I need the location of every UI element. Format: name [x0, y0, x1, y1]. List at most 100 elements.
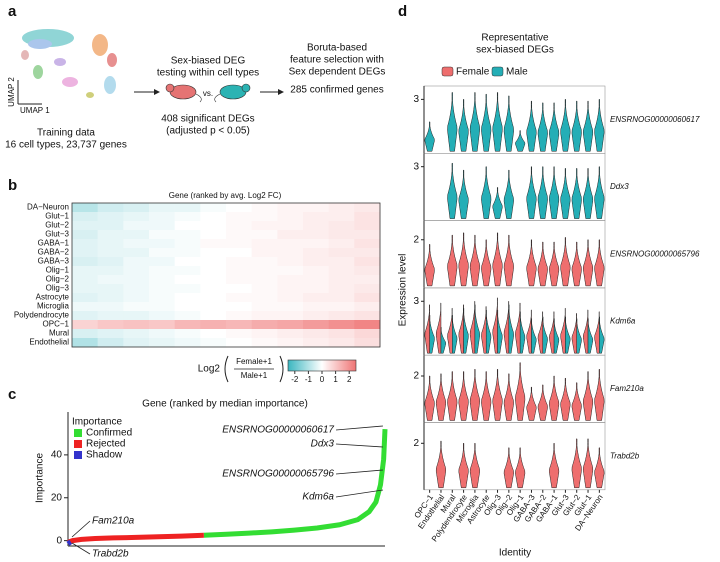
violin: [481, 306, 487, 354]
heatmap-frame: [71, 202, 381, 348]
importance-line: [203, 429, 388, 538]
heat-cell: [251, 203, 278, 213]
colorbar: [287, 359, 357, 372]
annotation-leader: [335, 443, 384, 448]
violin: [458, 371, 469, 421]
violin: [440, 326, 447, 354]
violin: [515, 130, 526, 152]
heat-cell: [149, 248, 175, 258]
legend-label: Confirmed: [86, 428, 132, 439]
caption: (adjusted p < 0.05): [166, 126, 250, 137]
heat-cell: [72, 329, 98, 339]
violin: [424, 244, 435, 287]
y-tick-label: 2: [413, 234, 419, 245]
caption: 16 cell types, 23,737 genes: [5, 140, 127, 151]
legend-label: Shadow: [86, 450, 123, 461]
heat-cell: [123, 221, 150, 231]
heat-cell: [303, 275, 329, 285]
heat-cell: [251, 239, 278, 249]
violin: [594, 311, 600, 354]
heat-cell: [251, 212, 278, 222]
heat-cell: [200, 311, 227, 321]
violin: [497, 309, 503, 354]
gene-label: Kdm6a: [610, 317, 636, 326]
heat-cell: [200, 221, 227, 231]
panel-label: c: [8, 386, 16, 403]
heat-cell: [72, 320, 98, 330]
row-label: Mural: [49, 329, 69, 338]
violin: [492, 369, 503, 421]
heat-cell: [149, 230, 175, 240]
violin: [549, 102, 560, 152]
colorbar-tick-label: -2: [291, 375, 299, 384]
y-axis-label: Expression level: [398, 254, 409, 327]
heat-cell: [97, 275, 124, 285]
violin: [458, 169, 469, 219]
violin: [485, 309, 492, 354]
rat-male: [214, 83, 251, 103]
heat-cell: [226, 212, 252, 222]
x-axis-label: Identity: [499, 548, 531, 559]
heat-cell: [328, 212, 355, 222]
violin: [469, 92, 480, 152]
heat-cell: [200, 212, 227, 222]
heat-cell: [72, 275, 98, 285]
violin: [424, 375, 435, 421]
violin: [542, 316, 548, 354]
annotation-leader: [335, 469, 384, 475]
violin: [481, 239, 492, 287]
heat-cell: [174, 239, 201, 249]
violin: [537, 311, 544, 354]
violin: [582, 100, 594, 152]
heat-cell: [226, 239, 252, 249]
violin: [447, 92, 458, 152]
violin: [503, 234, 514, 287]
heat-cell: [277, 311, 304, 321]
heat-cell: [303, 257, 329, 267]
violin: [594, 239, 605, 287]
heat-cell: [226, 311, 252, 321]
violin: [537, 241, 548, 287]
legend-swatch: [491, 66, 504, 77]
heat-cell: [328, 320, 355, 330]
heat-cell: [251, 338, 278, 348]
colorbar-label: Female+1: [236, 357, 272, 366]
violin: [571, 313, 577, 354]
colorbar-tick-label: 1: [333, 375, 338, 384]
importance-line: [67, 532, 204, 545]
heat-cell: [303, 311, 329, 321]
heat-cell: [328, 248, 355, 258]
heat-cell: [226, 284, 252, 294]
heat-cell: [303, 221, 329, 231]
heat-cell: [328, 275, 355, 285]
heat-cell: [251, 275, 278, 285]
heat-cell: [277, 248, 304, 258]
heat-cell: [123, 329, 150, 339]
y-tick-label: 0: [56, 535, 62, 546]
heat-cell: [200, 230, 227, 240]
violin: [571, 100, 582, 152]
heat-cell: [72, 248, 98, 258]
caption: 285 confirmed genes: [290, 85, 383, 96]
legend-swatch: [74, 451, 82, 459]
heat-cell: [226, 203, 252, 213]
violin: [549, 241, 560, 287]
row-label: DA−Neuron: [27, 203, 69, 212]
heat-cell: [97, 329, 124, 339]
heat-cell: [97, 257, 124, 267]
violin: [515, 302, 521, 354]
gene-label: ENSRNOG00000060617: [610, 115, 700, 124]
heat-cell: [149, 293, 175, 303]
violin: [526, 100, 537, 152]
heat-cell: [303, 338, 329, 348]
row-label: GABA−2: [38, 248, 70, 257]
heat-cell: [277, 203, 304, 213]
heat-cell: [174, 257, 201, 267]
heat-cell: [354, 239, 381, 249]
heat-cell: [97, 293, 124, 303]
caption: Sex-biased DEG: [171, 56, 246, 67]
y-tick-label: 20: [51, 492, 63, 503]
y-tick-label: 2: [413, 438, 419, 449]
heat-cell: [354, 203, 381, 213]
heat-cell: [328, 338, 355, 348]
